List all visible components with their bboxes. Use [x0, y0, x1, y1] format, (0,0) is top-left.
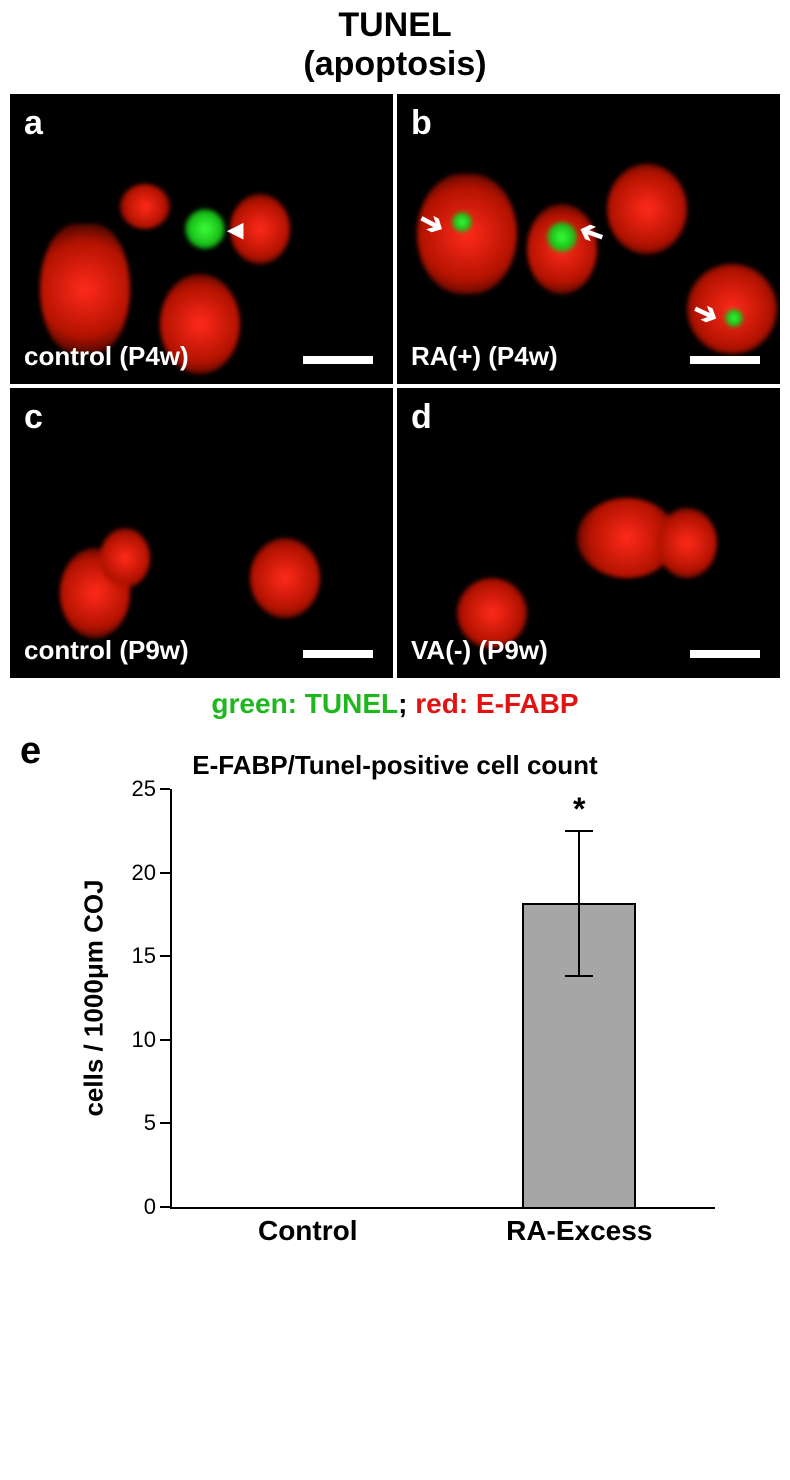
panel-label-b: RA(+) (P4w): [411, 341, 558, 372]
chart-y-label: cells / 1000μm COJ: [79, 879, 110, 1116]
chart-ytick-label: 20: [122, 860, 156, 886]
chart-ytick: [160, 872, 170, 874]
panel-b: ➔ ➔ ➔ b RA(+) (P4w): [397, 94, 780, 384]
chart-ytick-label: 15: [122, 943, 156, 969]
legend-green: green: TUNEL: [211, 688, 398, 719]
panel-letter-a: a: [24, 104, 43, 143]
chart-errorbar-cap: [565, 975, 593, 977]
chart-title: E-FABP/Tunel-positive cell count: [75, 750, 715, 781]
arrowhead-icon: ◂: [228, 212, 243, 247]
scalebar-a: [303, 356, 373, 364]
legend-sep: ;: [398, 688, 415, 719]
chart-ytick-label: 10: [122, 1027, 156, 1053]
chart-ytick: [160, 1206, 170, 1208]
chart-errorbar-cap: [565, 830, 593, 832]
chart-x-category: RA-Excess: [506, 1215, 652, 1247]
color-legend: green: TUNEL; red: E-FABP: [0, 688, 790, 720]
scalebar-c: [303, 650, 373, 658]
chart-ytick-label: 0: [122, 1194, 156, 1220]
panel-c: c control (P9w): [10, 388, 393, 678]
bar-chart: e E-FABP/Tunel-positive cell count cells…: [75, 750, 715, 1209]
chart-ytick: [160, 955, 170, 957]
chart-plot-area: cells / 1000μm COJ 0510152025Control*RA-…: [170, 789, 715, 1209]
panel-label-c: control (P9w): [24, 635, 189, 666]
chart-ytick: [160, 788, 170, 790]
panel-letter-c: c: [24, 398, 43, 437]
panel-letter-b: b: [411, 104, 432, 143]
panel-label-a: control (P4w): [24, 341, 189, 372]
panel-letter-d: d: [411, 398, 432, 437]
legend-red: red: E-FABP: [415, 688, 578, 719]
figure-title-2: (apoptosis): [0, 45, 790, 84]
chart-x-category: Control: [258, 1215, 358, 1247]
micrograph-grid: ◂ a control (P4w) ➔ ➔ ➔ b RA(+) (P4w) c …: [10, 94, 780, 678]
panel-d: d VA(-) (P9w): [397, 388, 780, 678]
scalebar-d: [690, 650, 760, 658]
chart-ytick: [160, 1122, 170, 1124]
figure-title-1: TUNEL: [0, 6, 790, 45]
panel-a: ◂ a control (P4w): [10, 94, 393, 384]
chart-errorbar: [578, 831, 580, 976]
chart-ytick-label: 5: [122, 1110, 156, 1136]
chart-ytick-label: 25: [122, 776, 156, 802]
chart-significance-marker: *: [573, 791, 585, 828]
scalebar-b: [690, 356, 760, 364]
panel-label-d: VA(-) (P9w): [411, 635, 548, 666]
chart-ytick: [160, 1039, 170, 1041]
panel-letter-e: e: [20, 730, 41, 773]
